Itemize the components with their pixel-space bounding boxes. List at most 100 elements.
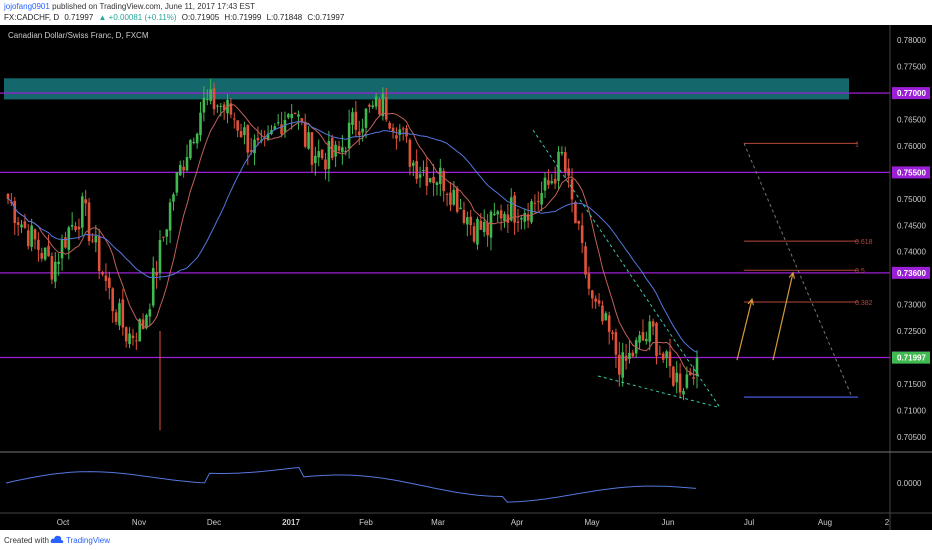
candle-body — [87, 202, 91, 242]
candle-body — [128, 333, 131, 345]
candle-body — [337, 145, 341, 151]
candle-body — [550, 181, 554, 184]
candle-body — [219, 105, 223, 107]
candle-body — [422, 169, 425, 171]
candle-body — [381, 93, 385, 117]
candle-body — [631, 352, 635, 357]
candle-body — [121, 299, 125, 328]
candle-body — [678, 373, 682, 393]
candle-body — [567, 168, 570, 176]
candle-body — [378, 99, 381, 115]
candle-body — [229, 103, 233, 115]
ma-slow-line — [7, 120, 698, 353]
candle-body — [472, 226, 476, 242]
candle-body — [189, 140, 192, 159]
projection-arrow — [772, 272, 794, 361]
time-tick-label: Nov — [132, 518, 146, 527]
candle-body — [16, 222, 20, 225]
price-chart[interactable]: Canadian Dollar/Swiss Franc, D, FXCM 1 0.… — [0, 25, 932, 530]
candle-body — [614, 332, 618, 355]
candle-body — [10, 201, 13, 203]
candle-body — [307, 132, 310, 149]
candle-body — [118, 303, 121, 326]
candle-body — [202, 97, 206, 113]
candle-body — [104, 275, 108, 282]
candle-body — [543, 177, 547, 191]
publish-info: jojofang0901 published on TradingView.co… — [4, 2, 255, 11]
price-change: ▲ +0.00081 (+0.11%) — [98, 13, 177, 22]
time-tick-label: 2017 — [282, 518, 300, 527]
candle-body — [415, 160, 418, 180]
candle-body — [30, 225, 33, 247]
candle-body — [327, 140, 331, 169]
candle-body — [479, 220, 483, 230]
candle-body — [509, 197, 513, 221]
candle-body — [276, 122, 280, 124]
price-axis-label-bg — [892, 266, 930, 279]
candle-body — [462, 209, 466, 223]
candle-body — [476, 218, 479, 245]
footer: Created with TradingView — [0, 530, 932, 550]
candle-body — [283, 120, 287, 133]
candle-body — [70, 224, 74, 227]
price-axis-label-bg — [892, 351, 930, 364]
candle-body — [216, 105, 219, 107]
candle-body — [685, 374, 689, 388]
candle-body — [330, 137, 334, 158]
price-tick-label: 0.71000 — [897, 406, 926, 415]
wedge-upper-line — [532, 129, 721, 408]
candle-body — [253, 139, 256, 154]
candle-body — [334, 144, 337, 157]
candle-body — [503, 213, 506, 222]
tradingview-link[interactable]: TradingView — [66, 536, 111, 545]
candle-body — [77, 226, 81, 230]
price-axis-label-bg — [892, 87, 930, 100]
price-axis-label-bg — [892, 166, 930, 179]
candle-body — [168, 202, 172, 231]
time-tick-label: Dec — [207, 518, 221, 527]
price-axis-label: 0.75500 — [897, 168, 926, 177]
candle-body — [584, 246, 587, 275]
candle-body — [182, 166, 185, 171]
candle-body — [324, 159, 327, 170]
candle-body — [428, 177, 432, 183]
candle-body — [199, 112, 202, 136]
price-tick-label: 0.75000 — [897, 195, 926, 204]
candle-body — [287, 114, 290, 118]
price-tick-label: 0.72500 — [897, 327, 926, 336]
candle-body — [314, 155, 317, 164]
projection-arrow — [736, 299, 753, 361]
candle-body — [618, 354, 621, 375]
candle-body — [388, 122, 391, 129]
candle-body — [621, 352, 624, 378]
candle-body — [172, 194, 175, 202]
candle-body — [131, 335, 135, 339]
close-value: C:0.71997 — [307, 13, 345, 22]
candle-body — [668, 351, 672, 367]
candle-body — [520, 217, 523, 220]
author-link[interactable]: jojofang0901 — [4, 2, 50, 11]
candle-body — [297, 114, 300, 117]
candle-body — [587, 273, 591, 289]
candle-body — [26, 230, 30, 247]
candle-body — [665, 351, 668, 359]
candle-body — [594, 298, 597, 302]
candle-body — [580, 225, 584, 243]
candle-body — [91, 240, 94, 242]
time-tick-label: Jul — [744, 518, 754, 527]
candle-body — [114, 312, 118, 322]
candle-body — [23, 221, 27, 228]
candle-body — [452, 189, 456, 205]
price-tick-label: 0.76000 — [897, 142, 926, 151]
candle-body — [455, 188, 459, 212]
candle-body — [155, 271, 158, 276]
candle-body — [449, 192, 452, 205]
candle-body — [506, 214, 510, 223]
candle-body — [6, 193, 10, 200]
chart-area[interactable]: Canadian Dollar/Swiss Franc, D, FXCM 1 0.… — [0, 25, 932, 530]
candle-body — [628, 352, 631, 359]
candle-body — [303, 121, 307, 147]
price-tick-label: 0.76500 — [897, 116, 926, 125]
candle-body — [560, 152, 564, 154]
candle-body — [641, 332, 645, 341]
